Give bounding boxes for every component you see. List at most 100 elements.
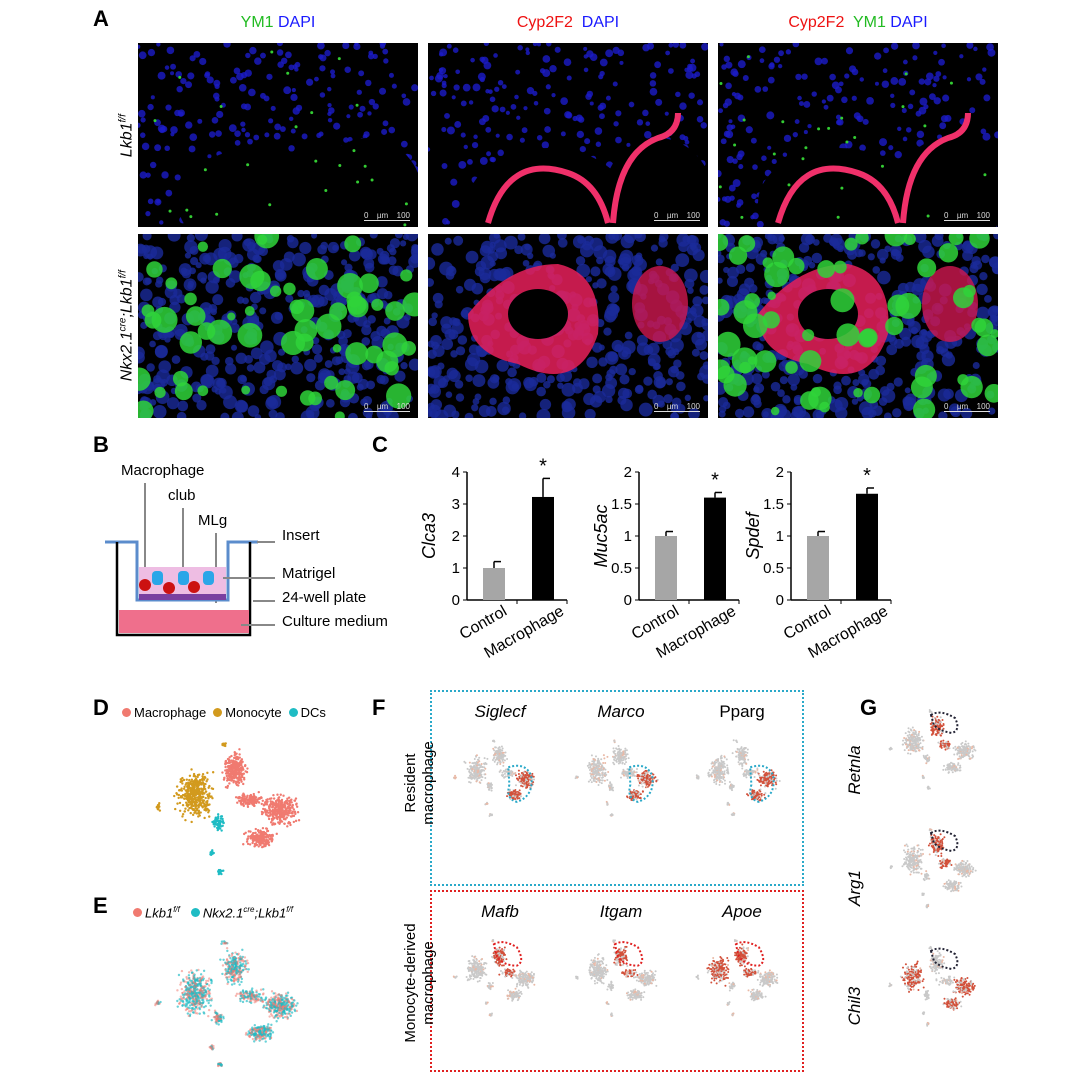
cell-point bbox=[719, 769, 722, 772]
cell-point bbox=[764, 777, 767, 780]
feature-plot bbox=[695, 739, 781, 817]
cell-point bbox=[280, 800, 283, 803]
cell-point bbox=[249, 1031, 253, 1035]
cell-point bbox=[488, 783, 491, 786]
cell-point bbox=[637, 777, 640, 780]
cell-point bbox=[710, 773, 713, 776]
cell-point bbox=[260, 810, 264, 814]
cell-point bbox=[728, 780, 731, 783]
cell-point bbox=[718, 773, 721, 776]
cell-point bbox=[599, 779, 602, 782]
cell-point bbox=[514, 774, 517, 777]
cell-point bbox=[180, 987, 184, 991]
cell-point bbox=[252, 1040, 256, 1043]
cell-point bbox=[194, 994, 197, 998]
cell-point bbox=[238, 973, 242, 977]
cell-point bbox=[197, 815, 200, 818]
cell-point bbox=[188, 1004, 192, 1007]
cell-point bbox=[186, 1007, 189, 1011]
cell-point bbox=[232, 979, 236, 982]
cell-point bbox=[277, 997, 281, 1000]
cell-point bbox=[177, 796, 180, 800]
cell-point bbox=[228, 962, 232, 965]
cell-point bbox=[297, 819, 301, 822]
cell-point bbox=[479, 766, 482, 769]
cell-point bbox=[294, 819, 298, 823]
cell-point bbox=[633, 771, 636, 774]
cell-point bbox=[276, 793, 279, 796]
cell-point bbox=[267, 815, 270, 818]
cell-point bbox=[716, 779, 719, 782]
cell-point bbox=[200, 796, 203, 800]
club-cells bbox=[152, 571, 214, 585]
cell-point bbox=[756, 768, 759, 771]
cell-point bbox=[212, 822, 216, 825]
scale-bar-label: 0 bbox=[364, 402, 369, 411]
cell-point bbox=[503, 759, 506, 762]
panel-label-a: A bbox=[93, 6, 109, 31]
cell-point bbox=[604, 773, 607, 776]
cell-point bbox=[242, 795, 246, 798]
bar-control bbox=[655, 536, 677, 600]
cell-point bbox=[207, 999, 211, 1002]
cell-point bbox=[637, 774, 640, 777]
cell-point bbox=[533, 778, 536, 781]
cell-point bbox=[275, 1020, 278, 1023]
cell-point bbox=[257, 995, 261, 998]
cell-point bbox=[488, 788, 491, 791]
genotype-mid: ;Lkb1 bbox=[118, 278, 136, 318]
cell-point bbox=[232, 970, 236, 973]
cell-point bbox=[187, 809, 190, 812]
cell-point bbox=[272, 810, 275, 813]
cell-point bbox=[292, 1002, 296, 1006]
cell-point bbox=[260, 845, 264, 849]
cell-point bbox=[485, 763, 488, 766]
cell-point bbox=[174, 807, 177, 811]
cell-point bbox=[262, 988, 265, 991]
cell-point bbox=[158, 805, 161, 808]
cell-point bbox=[200, 989, 204, 993]
cell-point bbox=[217, 1063, 220, 1066]
cell-point bbox=[265, 835, 268, 839]
cell-point bbox=[176, 999, 179, 1003]
cell-point bbox=[177, 789, 181, 792]
cell-point bbox=[267, 1034, 270, 1038]
cell-point bbox=[612, 761, 615, 764]
cell-point bbox=[272, 1002, 276, 1005]
cell-point bbox=[227, 758, 230, 761]
cell-point bbox=[271, 805, 274, 809]
cell-point bbox=[522, 778, 525, 781]
cell-point bbox=[196, 785, 200, 788]
cell-point bbox=[635, 797, 638, 800]
cell-point bbox=[526, 773, 529, 776]
cell-point bbox=[765, 773, 768, 776]
legend-e: Lkb1f/f Nkx2.1cre;Lkb1f/f bbox=[133, 905, 293, 920]
stain-label: DAPI bbox=[273, 14, 316, 31]
cell-point bbox=[259, 829, 262, 832]
cell-point bbox=[173, 794, 176, 798]
cell-point bbox=[594, 764, 597, 767]
cell-point bbox=[197, 812, 201, 815]
cell-point bbox=[612, 751, 615, 754]
cell-point bbox=[274, 1004, 278, 1007]
cell-point bbox=[626, 796, 629, 799]
cell-point bbox=[606, 755, 609, 758]
scale-bar-label: 0 bbox=[654, 402, 659, 411]
cell-point bbox=[520, 782, 523, 785]
cell-point bbox=[770, 780, 773, 783]
stain-label: Cyp2F2 bbox=[788, 14, 845, 31]
legend-dot bbox=[133, 908, 142, 918]
cell-point bbox=[202, 784, 206, 787]
cell-point bbox=[280, 1009, 283, 1012]
cell-point bbox=[490, 789, 493, 792]
cell-point bbox=[252, 800, 256, 803]
cell-point bbox=[480, 779, 483, 782]
cell-point bbox=[195, 780, 198, 783]
cell-point bbox=[176, 1005, 179, 1008]
cell-point bbox=[621, 756, 624, 759]
cell-point bbox=[214, 816, 218, 820]
cell-point bbox=[179, 995, 183, 998]
cell-point bbox=[234, 767, 237, 770]
cell-point bbox=[774, 787, 777, 790]
stain-label: Cyp2F2 bbox=[516, 14, 573, 31]
